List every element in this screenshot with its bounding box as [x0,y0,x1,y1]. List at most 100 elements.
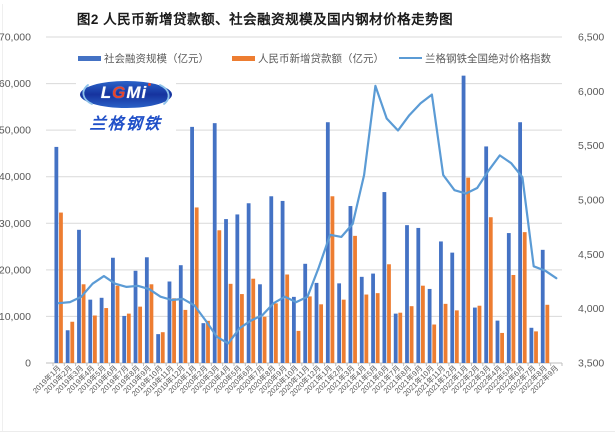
bar-new-loans [466,177,471,363]
bar-new-loans [534,331,538,363]
bar-new-loans [522,232,527,363]
right-axis-tick-label: 4,000 [578,303,604,315]
logo-badge-ellipse [80,81,172,108]
bar-new-loans [330,196,335,363]
bar-social-financing [88,299,93,363]
legend-line-swatch [399,56,422,60]
logo-letter: i [141,83,148,102]
bar-new-loans [217,230,222,363]
bar-new-loans [273,303,278,363]
bar-new-loans [115,285,120,363]
bar-social-financing [518,122,523,363]
bar-social-financing [178,265,183,363]
logo-letter: M [126,83,142,102]
bar-new-loans [500,332,504,363]
bar-social-financing [99,297,104,363]
bar-social-financing [235,214,240,363]
bar-social-financing [450,252,455,363]
bar-new-loans [341,299,346,363]
bar-social-financing [167,281,172,363]
bar-new-loans [104,308,109,363]
bar-new-loans [307,296,312,363]
bar-social-financing [371,273,375,363]
left-axis-tick-label: 40,000 [0,171,31,183]
bar-social-financing [484,146,489,363]
bar-new-loans [240,294,244,363]
bar-new-loans [92,315,97,363]
bar-social-financing [359,276,364,363]
right-axis-tick-label: 4,500 [578,249,604,261]
bar-new-loans [296,330,301,363]
bar-social-financing [472,307,477,363]
logo-letter: G [112,83,127,102]
bar-social-financing [393,313,398,363]
bar-social-financing [111,257,115,363]
bar-new-loans [149,284,154,363]
logo-i-dot [148,83,151,86]
bar-new-loans [194,207,199,363]
bar-social-financing [314,282,319,363]
legend-label: 人民币新增贷款额（亿元） [258,52,384,65]
bar-social-financing [439,241,443,363]
bar-new-loans [319,304,324,363]
left-axis-tick-label: 60,000 [0,78,31,90]
bar-social-financing [65,330,70,363]
bar-social-financing [224,219,228,363]
right-axis-tick-label: 6,000 [578,86,604,98]
left-axis-tick-label: 10,000 [0,311,31,323]
bar-social-financing [156,334,161,363]
bar-social-financing [122,315,127,363]
bar-new-loans [262,316,267,363]
left-axis-tick-label: 50,000 [0,125,31,137]
bar-social-financing [201,323,206,363]
logo-company-name: 兰格钢铁 [89,116,163,133]
bar-social-financing [246,203,251,363]
bar-new-loans [138,306,143,363]
logo-letters: LGMi [76,83,172,103]
bar-social-financing [133,270,138,363]
bar-social-financing [495,320,500,363]
bar-social-financing [258,284,262,363]
bar-new-loans [172,298,176,363]
bar-new-loans [511,274,516,363]
bar-social-financing [427,288,432,363]
legend-label: 兰格钢铁全国绝对价格指数 [425,52,551,65]
bar-new-loans [285,274,290,363]
bar-social-financing [416,227,421,363]
bar-new-loans [477,305,482,363]
bar-new-loans [421,285,425,363]
legend-item-new-loans: 人民币新增贷款额（亿元） [232,51,384,65]
chart-title: 图2 人民币新增贷款额、社会融资规模及国内钢材价格走势图 [76,12,454,27]
bar-new-loans [398,312,403,363]
bar-new-loans [409,306,414,363]
bar-social-financing [212,123,217,363]
bar-new-loans [126,313,131,363]
bar-new-loans [81,284,86,363]
steel-price-line [57,84,558,345]
figure-bottom-border [0,431,615,432]
bar-social-financing [190,126,194,363]
bar-new-loans [183,309,188,363]
figure-left-border [2,4,3,432]
bar-new-loans [443,303,448,363]
left-axis-tick-label: 30,000 [0,218,31,230]
bar-social-financing [382,192,387,363]
right-axis-tick-label: 5,500 [578,140,604,152]
bar-new-loans [545,304,550,363]
legend-item-social-financing: 社会融资规模（亿元） [78,51,209,65]
bar-new-loans [375,293,380,363]
bar-social-financing [405,225,409,363]
bar-social-financing [348,206,353,363]
bar-social-financing [291,296,296,363]
right-axis-tick-label: 6,500 [578,32,604,44]
bar-new-loans [488,217,493,363]
bar-social-financing [54,146,59,363]
bar-new-loans [70,321,75,363]
bar-new-loans [251,278,256,363]
bar-new-loans [206,320,210,363]
bar-social-financing [337,283,342,363]
legend-bar-swatch-blue [78,55,101,61]
lange-steel-logo: LGMi 兰格钢铁 [76,79,176,133]
